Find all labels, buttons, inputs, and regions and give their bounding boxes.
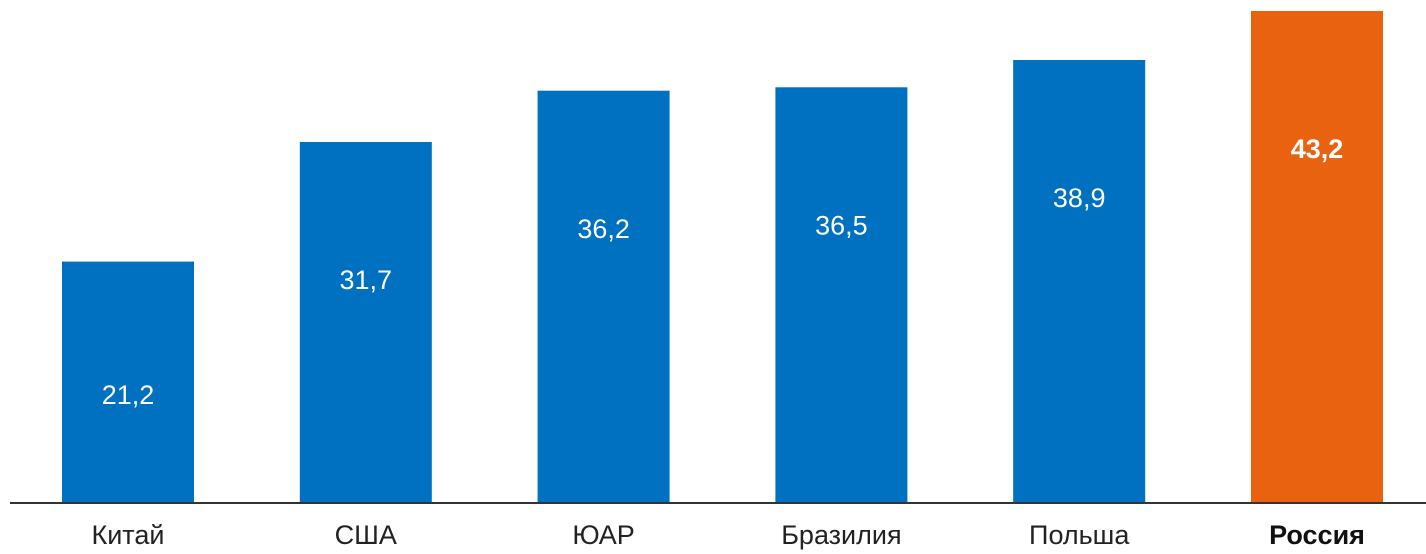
bar-4 <box>1013 60 1146 503</box>
bar-5 <box>1251 11 1383 503</box>
bar-3 <box>775 87 908 504</box>
bar-value-label-1: 31,7 <box>340 265 393 295</box>
category-label-4: Польша <box>1029 520 1130 550</box>
bar-0 <box>62 261 194 503</box>
bar-1 <box>299 142 432 503</box>
bars-group <box>62 11 1383 504</box>
bar-2 <box>537 90 670 503</box>
bar-value-label-3: 36,5 <box>815 210 868 240</box>
category-labels-group: Китай США ЮАР Бразилия Польша Россия <box>92 520 1365 550</box>
category-label-3: Бразилия <box>781 520 901 550</box>
bar-value-label-5: 43,2 <box>1291 134 1344 164</box>
bar-value-label-2: 36,2 <box>577 214 630 244</box>
bar-value-label-4: 38,9 <box>1053 183 1106 213</box>
value-labels-group: 21,2 31,7 36,2 36,5 38,9 43,2 <box>102 134 1344 410</box>
category-label-1: США <box>335 520 397 550</box>
category-label-5: Россия <box>1269 520 1365 550</box>
bar-value-label-0: 21,2 <box>102 380 155 410</box>
category-label-2: ЮАР <box>572 520 634 550</box>
category-label-0: Китай <box>92 520 165 550</box>
